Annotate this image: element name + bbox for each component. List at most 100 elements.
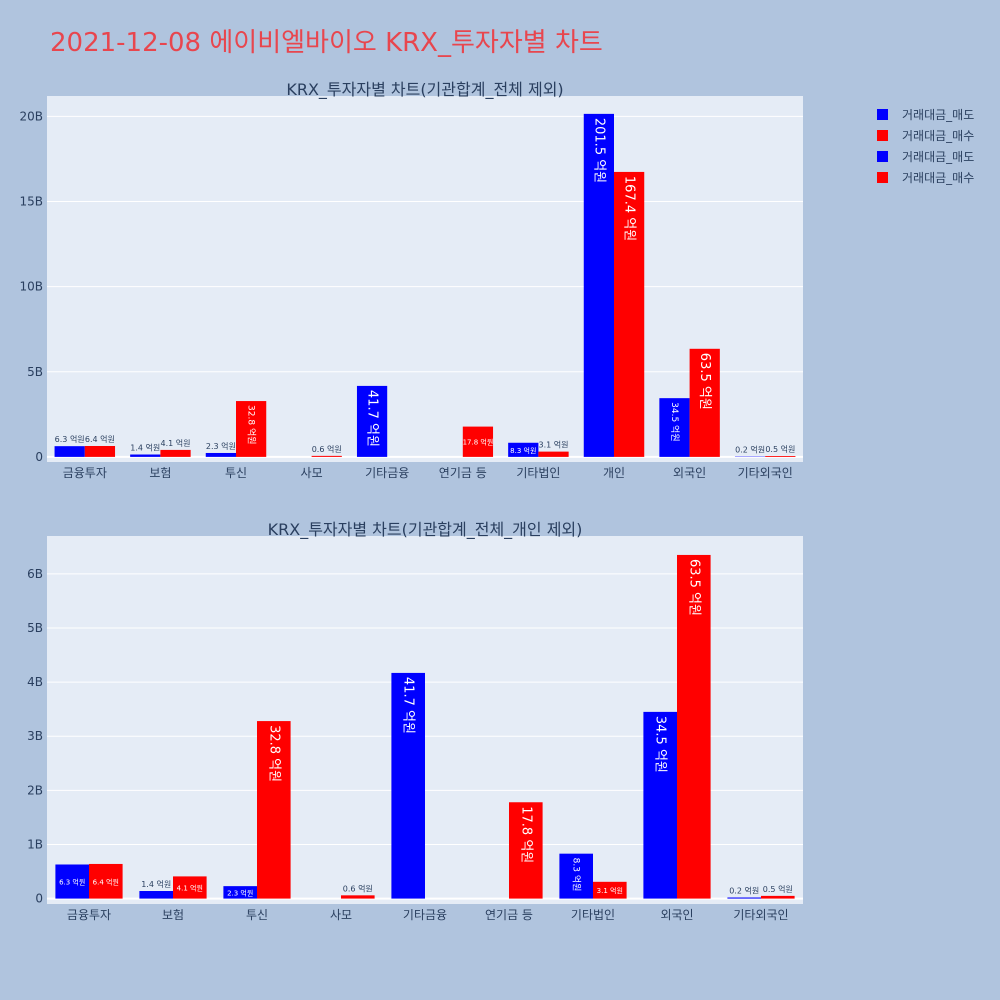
legend-label: 거래대금_매도 bbox=[902, 108, 974, 122]
legend-swatch bbox=[877, 109, 888, 120]
x-tick-label: 금융투자 bbox=[63, 466, 107, 480]
x-tick-label: 외국인 bbox=[673, 466, 706, 480]
bar-sell bbox=[559, 853, 593, 899]
data-label: 6.4 억원 bbox=[93, 877, 119, 886]
legend-swatch bbox=[877, 130, 888, 141]
bar-buy bbox=[677, 554, 711, 899]
bar-sell bbox=[205, 452, 236, 457]
bar-sell bbox=[643, 711, 677, 899]
x-tick-label: 기타외국인 bbox=[733, 908, 788, 922]
data-label: 8.3 억원 bbox=[571, 858, 583, 892]
data-label: 0.6 억원 bbox=[312, 444, 342, 454]
bar-sell bbox=[223, 886, 257, 899]
x-tick-label: 기타법인 bbox=[516, 466, 560, 480]
bar-buy bbox=[341, 895, 375, 899]
x-tick-label: 개인 bbox=[603, 466, 625, 480]
bar-sell bbox=[659, 398, 690, 457]
x-tick-label: 기타금융 bbox=[403, 908, 447, 922]
chart-title: KRX_투자자별 차트(기관합계_전체 제외) bbox=[286, 80, 563, 100]
bar-sell bbox=[727, 897, 761, 899]
data-label: 0.5 억원 bbox=[763, 884, 793, 894]
x-tick-label: 보험 bbox=[162, 908, 184, 922]
y-tick-label: 3B bbox=[27, 729, 43, 743]
y-tick-label: 10B bbox=[19, 280, 43, 294]
bar-buy bbox=[311, 455, 342, 457]
y-tick-label: 5B bbox=[27, 365, 43, 379]
data-label: 1.4 억원 bbox=[130, 443, 160, 453]
bar-buy bbox=[593, 881, 627, 899]
data-label: 4.1 억원 bbox=[161, 438, 191, 448]
bar-buy bbox=[257, 721, 291, 899]
page-title: 2021-12-08 에이비엘바이오 KRX_투자자별 차트 bbox=[50, 28, 603, 58]
chart-2: 0 1B 2B 3B 4B 5B 6B KRX_투자자별 차트(기관합계_전체_개인 제외) 금… bbox=[27, 520, 803, 922]
bar-buy bbox=[509, 802, 543, 899]
y-tick-label: 20B bbox=[19, 109, 43, 123]
data-label: 3.1 억원 bbox=[539, 440, 569, 450]
data-label: 0.6 억원 bbox=[343, 883, 373, 893]
data-label: 32.8 억원 bbox=[246, 405, 258, 444]
data-label: 4.1 억원 bbox=[177, 883, 203, 892]
x-tick-label: 금융투자 bbox=[67, 908, 111, 922]
data-label: 2.3 억원 bbox=[227, 888, 253, 897]
x-tick-label: 외국인 bbox=[660, 908, 693, 922]
data-label: 3.1 억원 bbox=[597, 886, 623, 895]
data-label: 201.5 억원 bbox=[591, 118, 606, 183]
data-label: 17.8 억원 bbox=[463, 438, 494, 447]
data-label: 0.5 억원 bbox=[765, 444, 795, 454]
bar-sell bbox=[391, 672, 425, 899]
data-label: 34.5 억원 bbox=[669, 402, 681, 441]
y-tick-label: 5B bbox=[27, 621, 43, 635]
bar-buy bbox=[462, 426, 494, 457]
data-label: 34.5 억원 bbox=[653, 716, 668, 773]
data-label: 41.7 억원 bbox=[365, 390, 380, 447]
y-tick-label: 2B bbox=[27, 783, 43, 797]
bar-buy bbox=[89, 863, 123, 899]
bar-sell bbox=[583, 113, 614, 457]
x-tick-label: 보험 bbox=[149, 466, 171, 480]
y-tick-label: 0 bbox=[35, 450, 43, 464]
x-tick-label: 기타금융 bbox=[365, 466, 409, 480]
chart-1: 0 5B 10B 15B 20B KRX_투자자별 차트(기관합계_전체 제외) 금융투자 6… bbox=[19, 80, 803, 480]
bar-buy bbox=[765, 456, 796, 457]
bar-buy bbox=[689, 348, 720, 457]
chart-title: KRX_투자자별 차트(기관합계_전체_개인 제외) bbox=[268, 520, 583, 540]
data-label: 32.8 억원 bbox=[266, 725, 281, 782]
data-label: 0.2 억원 bbox=[735, 445, 765, 455]
bar-sell bbox=[139, 891, 173, 899]
data-label: 2.3 억원 bbox=[206, 441, 236, 451]
legend-label: 거래대금_매도 bbox=[902, 150, 974, 164]
data-label: 167.4 억원 bbox=[622, 176, 637, 241]
bar-sell bbox=[356, 385, 388, 457]
legend-label: 거래대금_매수 bbox=[902, 171, 974, 185]
bar-buy bbox=[236, 401, 267, 457]
bar-buy bbox=[84, 445, 116, 457]
x-tick-label: 기타외국인 bbox=[738, 466, 793, 480]
y-tick-label: 15B bbox=[19, 195, 43, 209]
x-tick-label: 연기금 등 bbox=[485, 908, 533, 922]
data-label: 63.5 억원 bbox=[686, 559, 701, 616]
legend-swatch bbox=[877, 151, 888, 162]
bar-buy bbox=[614, 171, 645, 457]
bar-sell bbox=[55, 864, 89, 899]
x-tick-label: 사모 bbox=[301, 466, 323, 480]
y-tick-label: 6B bbox=[27, 567, 43, 581]
x-tick-label: 사모 bbox=[330, 908, 352, 922]
data-label: 1.4 억원 bbox=[141, 879, 171, 889]
bar-buy bbox=[538, 451, 569, 457]
bar-sell bbox=[130, 454, 161, 457]
bar-buy bbox=[173, 876, 207, 899]
bar-sell bbox=[54, 446, 85, 457]
data-label: 41.7 억원 bbox=[401, 677, 416, 734]
data-label: 8.3 억원 bbox=[510, 446, 536, 455]
y-tick-label: 0 bbox=[35, 892, 43, 906]
data-label: 6.3 억원 bbox=[55, 434, 85, 444]
bar-buy bbox=[160, 449, 191, 457]
legend-label: 거래대금_매수 bbox=[902, 129, 974, 143]
y-tick-label: 1B bbox=[27, 837, 43, 851]
data-label: 6.4 억원 bbox=[85, 434, 115, 444]
y-tick-label: 4B bbox=[27, 675, 43, 689]
data-label: 0.2 억원 bbox=[729, 886, 759, 896]
data-label: 17.8 억원 bbox=[518, 806, 533, 863]
